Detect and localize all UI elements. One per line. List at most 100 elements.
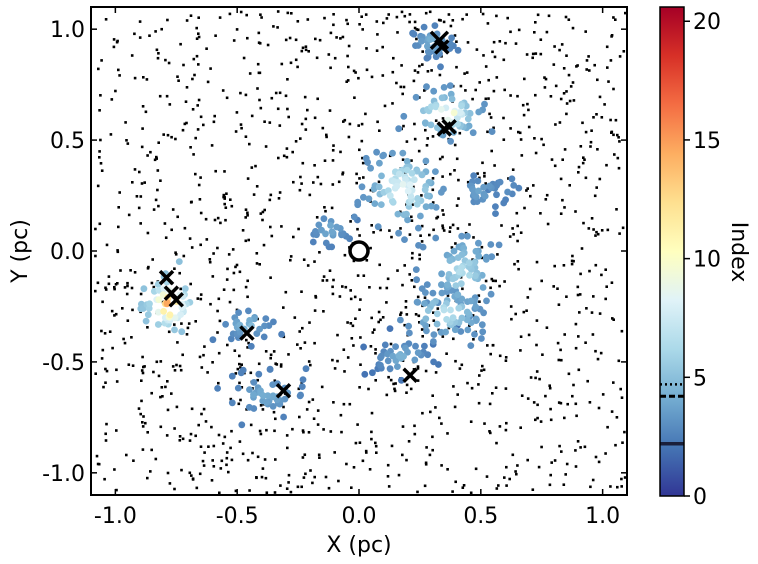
background-dot [362,176,365,179]
background-dot [578,293,582,296]
background-dot [191,477,195,480]
background-dot [364,13,368,16]
background-dot [218,491,221,495]
background-dot [610,130,614,134]
background-dot [123,341,127,345]
background-dot [485,475,489,478]
particle [446,82,454,89]
background-dot [360,139,364,143]
background-dot [143,365,146,368]
background-dot [402,124,405,128]
background-dot [246,279,249,283]
background-dot [313,309,317,312]
background-dot [238,354,241,358]
particle [486,182,493,190]
background-dot [377,310,381,314]
background-dot [337,180,341,184]
particle [423,327,430,335]
background-dot [139,292,143,296]
background-dot [440,464,443,467]
background-dot [179,368,183,372]
background-dot [488,430,491,433]
background-dot [342,348,346,351]
particle [401,236,408,244]
particle [260,333,268,341]
background-dot [159,179,162,182]
background-dot [584,30,587,33]
background-dot [516,464,519,467]
background-dot [490,277,494,281]
background-dot [474,467,478,471]
background-dot [582,156,585,159]
background-dot [274,417,277,421]
background-dot [571,394,574,398]
background-dot [158,94,162,98]
background-dot [156,56,160,60]
particle [381,341,389,349]
background-dot [537,465,541,469]
background-dot [176,215,179,219]
background-dot [298,415,301,419]
particle [370,185,378,193]
background-dot [584,176,588,180]
background-dot [559,97,563,101]
background-dot [358,23,361,26]
background-dot [452,385,455,388]
background-dot [174,253,178,256]
background-dot [157,204,160,208]
background-dot [244,208,248,211]
background-dot [531,52,535,56]
background-dot [539,52,543,56]
background-dot [428,233,431,237]
background-dot [402,85,406,89]
background-dot [325,133,328,137]
background-dot [94,289,97,293]
particle [430,87,438,95]
particle [423,281,431,288]
background-dot [191,108,195,111]
background-dot [331,159,335,162]
particle [163,299,171,307]
background-dot [225,456,229,460]
background-dot [256,62,260,66]
background-dot [301,429,305,432]
background-dot [565,90,568,93]
background-dot [392,56,395,60]
particle [467,342,475,349]
background-dot [392,382,395,386]
background-dot [381,74,385,77]
background-dot [399,85,403,89]
background-dot [219,221,222,225]
background-dot [225,192,228,195]
background-dot [401,92,404,96]
background-dot [174,137,177,141]
particle [404,187,412,195]
background-dot [183,226,187,230]
background-dot [203,345,206,348]
background-dot [507,177,510,180]
particle [466,110,474,117]
particle [413,276,420,284]
background-dot [389,342,393,346]
background-dot [178,435,182,438]
background-dot [534,376,537,380]
background-dot [304,128,308,131]
particle [400,112,408,120]
background-dot [523,77,526,81]
background-dot [141,448,145,451]
background-dot [409,387,413,391]
background-dot [424,128,427,132]
background-dot [574,449,577,452]
particle [397,316,404,324]
background-dot [416,71,420,74]
background-dot [339,37,342,40]
background-dot [113,286,116,289]
particle [471,331,478,338]
background-dot [343,370,346,373]
background-dot [413,424,416,428]
background-dot [441,335,445,338]
background-dot [375,451,378,454]
particle [432,103,440,111]
particle [322,239,330,247]
background-dot [333,56,337,60]
